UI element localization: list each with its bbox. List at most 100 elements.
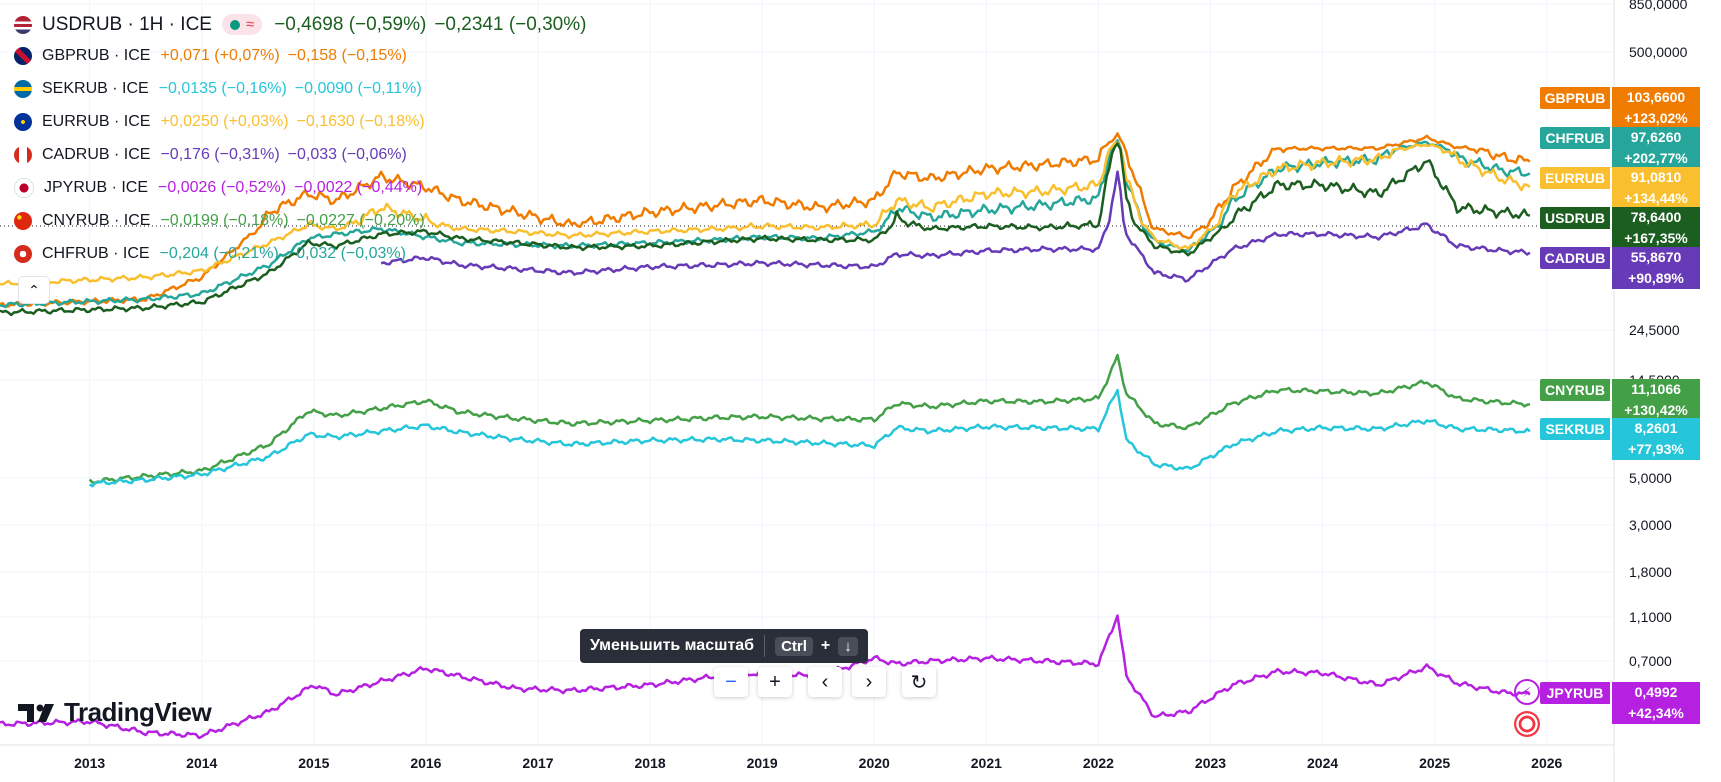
lightning-icon[interactable]: ⚡: [1514, 679, 1540, 705]
tooltip-plus: +: [820, 637, 831, 654]
price-tag-jpyrub[interactable]: JPYRUB 0,4992 +42,34%: [1540, 682, 1700, 724]
price-tag-value: 55,8670: [1630, 249, 1682, 265]
legend-main-change-1: −0,4698 (−0,59%): [274, 13, 427, 35]
chevron-right-icon: ›: [865, 670, 873, 693]
legend-row-gbprub[interactable]: GBPRUB · ICE +0,071 (+0,07%) −0,158 (−0,15…: [14, 39, 594, 72]
legend-row-cnyrub[interactable]: CNYRUB · ICE −0,0199 (−0,18%) −0,0227 (−0,…: [14, 204, 594, 237]
time-axis-label: 2020: [859, 755, 890, 771]
legend-label: CADRUB · ICE: [42, 145, 151, 163]
reset-chart-button[interactable]: ↻: [902, 667, 936, 697]
price-tag-symbol: SEKRUB: [1540, 418, 1610, 440]
price-tag-change: +167,35%: [1624, 230, 1688, 246]
series-line-gbprub[interactable]: [0, 132, 1531, 308]
legend-change-2: −0,158 (−0,15%): [287, 46, 407, 64]
price-tag-sekrub[interactable]: SEKRUB 8,2601 +77,93%: [1540, 418, 1700, 460]
eurrub-flag-icon: [14, 112, 32, 131]
gbprub-flag-icon: [14, 46, 32, 65]
minus-icon: −: [725, 670, 737, 693]
price-tag-symbol: GBPRUB: [1540, 87, 1610, 109]
series-line-cnyrub[interactable]: [88, 353, 1531, 484]
legend-row-chfrub[interactable]: CHFRUB · ICE −0,204 (−0,21%) −0,032 (−0,03…: [14, 237, 594, 270]
tooltip-text: Уменьшить масштаб: [590, 637, 755, 654]
time-axis-label: 2013: [74, 755, 105, 771]
legend-change-1: −0,204 (−0,21%): [159, 244, 279, 262]
us-flag-icon: [14, 15, 32, 34]
price-tag-change: +77,93%: [1628, 441, 1684, 457]
collapse-legend-button[interactable]: ⌃: [18, 276, 50, 304]
price-tag-cadrub[interactable]: CADRUB 55,8670 +90,89%: [1540, 247, 1700, 289]
price-tag-value: 11,1066: [1631, 381, 1681, 397]
zoom-out-button[interactable]: −: [714, 667, 748, 697]
price-tag-values: 91,0810 +134,44%: [1612, 167, 1700, 209]
price-tag-values: 11,1066 +130,42%: [1612, 379, 1700, 421]
legend-change-2: −0,033 (−0,06%): [287, 145, 407, 163]
tradingview-logo-icon: [18, 703, 54, 722]
price-tag-values: 103,6600 +123,02%: [1612, 87, 1700, 129]
legend-label: SEKRUB · ICE: [42, 79, 149, 97]
time-axis-label: 2018: [635, 755, 666, 771]
series-line-sekrub[interactable]: [89, 388, 1531, 488]
price-tag-change: +42,34%: [1628, 705, 1684, 721]
price-tag-symbol: CNYRUB: [1540, 379, 1610, 401]
price-tag-values: 8,2601 +77,93%: [1612, 418, 1700, 460]
price-tag-symbol: EURRUB: [1540, 167, 1610, 189]
price-tag-cnyrub[interactable]: CNYRUB 11,1066 +130,42%: [1540, 379, 1700, 421]
price-tag-usdrub[interactable]: USDRUB 78,6400 +167,35%: [1540, 207, 1700, 249]
legend-main-label: USDRUB · 1H · ICE: [42, 13, 212, 35]
price-tag-chfrub[interactable]: CHFRUB 97,6260 +202,77%: [1540, 127, 1700, 169]
price-tag-values: 78,6400 +167,35%: [1612, 207, 1700, 249]
price-axis-label: 500,0000: [1629, 44, 1688, 60]
status-pill[interactable]: ≈: [221, 14, 263, 35]
price-tag-value: 103,6600: [1626, 89, 1686, 105]
time-axis-label: 2017: [522, 755, 553, 771]
legend-label: EURRUB · ICE: [42, 112, 151, 130]
price-tag-value: 8,2601: [1634, 420, 1678, 436]
price-tag-symbol: CADRUB: [1540, 247, 1610, 269]
legend-change-1: +0,0250 (+0,03%): [160, 112, 289, 130]
price-axis-label: 850,0000: [1629, 0, 1688, 12]
legend-change-2: −0,1630 (−0,18%): [296, 112, 425, 130]
time-axis-label: 2016: [410, 755, 441, 771]
legend-row-eurrub[interactable]: EURRUB · ICE +0,0250 (+0,03%) −0,1630 (−0,…: [14, 105, 594, 138]
chevron-left-icon: ‹: [821, 670, 829, 693]
time-axis-label: 2024: [1307, 755, 1338, 771]
tooltip-key-ctrl: Ctrl: [775, 636, 813, 656]
zoom-toolbar: − + ‹ › ↻: [714, 667, 936, 697]
tooltip-divider: [764, 635, 766, 657]
legend-label: JPYRUB · ICE: [44, 178, 149, 196]
price-tag-eurrub[interactable]: EURRUB 91,0810 +134,44%: [1540, 167, 1700, 209]
series-line-cadrub[interactable]: [380, 170, 1531, 283]
time-axis-label: 2026: [1531, 755, 1562, 771]
plus-icon: +: [769, 670, 781, 693]
price-tag-value: 0,4992: [1634, 684, 1678, 700]
legend-change-2: −0,0090 (−0,11%): [294, 79, 422, 97]
series-layer: [0, 132, 1531, 740]
price-tag-symbol: CHFRUB: [1540, 127, 1610, 149]
price-tag-value: 91,0810: [1630, 169, 1682, 185]
legend-label: CHFRUB · ICE: [42, 244, 150, 262]
chevron-up-icon: ⌃: [28, 281, 40, 298]
legend-change-2: −0,0227 (−0,20%): [296, 211, 425, 229]
price-axis-label: 5,0000: [1629, 470, 1672, 486]
price-tag-gbprub[interactable]: GBPRUB 103,6600 +123,02%: [1540, 87, 1700, 129]
legend-row-jpyrub[interactable]: JPYRUB · ICE −0,0026 (−0,52%) −0,0022 (−0,…: [14, 171, 594, 204]
tradingview-logo[interactable]: TradingView: [18, 697, 212, 728]
zoom-in-button[interactable]: +: [758, 667, 792, 697]
price-tag-change: +130,42%: [1624, 402, 1688, 418]
price-axis-label: 3,0000: [1629, 517, 1672, 533]
legend-row-usdrub[interactable]: USDRUB · 1H · ICE ≈ −0,4698 (−0,59%) −0,…: [14, 10, 594, 39]
legend-row-sekrub[interactable]: SEKRUB · ICE −0,0135 (−0,16%) −0,0090 (−0,…: [14, 72, 594, 105]
time-axis[interactable]: 2013 2014 2015 2016 2017 2018 2019 2020 2021 2022…: [74, 755, 1562, 771]
series-line-usdrub[interactable]: [0, 142, 1531, 317]
cnyrub-flag-icon: [14, 211, 32, 230]
reset-icon: ↻: [910, 671, 928, 694]
scroll-right-button[interactable]: ›: [852, 667, 886, 697]
price-axis-label: 1,1000: [1629, 609, 1672, 625]
scroll-left-button[interactable]: ‹: [808, 667, 842, 697]
series-line-eurrub[interactable]: [0, 141, 1531, 287]
price-tag-change: +90,89%: [1628, 270, 1684, 286]
cadrub-flag-icon: [14, 145, 32, 164]
legend-row-cadrub[interactable]: CADRUB · ICE −0,176 (−0,31%) −0,033 (−0,06…: [14, 138, 594, 171]
price-tag-value: 97,6260: [1630, 129, 1682, 145]
us-market-flag-icon[interactable]: [1514, 711, 1540, 737]
